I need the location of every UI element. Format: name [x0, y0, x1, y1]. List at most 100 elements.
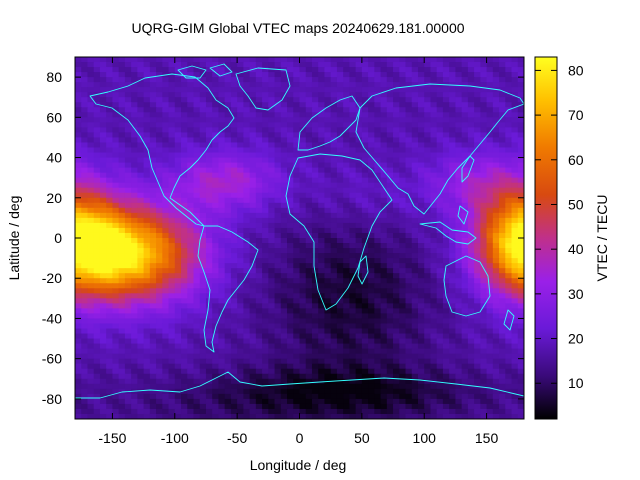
- heatmap-cell: [237, 243, 244, 249]
- heatmap-cell: [324, 102, 332, 108]
- heatmap-cell: [224, 172, 232, 179]
- heatmap-cell: [455, 97, 463, 103]
- heatmap-cell: [262, 318, 269, 325]
- heatmap-cell: [393, 263, 400, 269]
- heatmap-cell: [505, 298, 513, 304]
- heatmap-cell: [467, 97, 475, 103]
- heatmap-cell: [143, 192, 151, 199]
- heatmap-cell: [311, 147, 319, 154]
- heatmap-cell: [212, 398, 220, 405]
- heatmap-cell: [99, 132, 107, 139]
- heatmap-cell: [280, 243, 288, 249]
- heatmap-cell: [343, 378, 350, 385]
- heatmap-cell: [436, 238, 444, 244]
- heatmap-cell: [343, 368, 350, 375]
- heatmap-cell: [112, 127, 120, 134]
- heatmap-cell: [99, 378, 107, 385]
- heatmap-cell: [430, 263, 438, 269]
- heatmap-cell: [212, 373, 220, 380]
- heatmap-cell: [486, 363, 494, 370]
- heatmap-cell: [449, 343, 457, 350]
- heatmap-cell: [492, 368, 500, 375]
- heatmap-cell: [505, 227, 513, 234]
- heatmap-cell: [449, 217, 457, 224]
- heatmap-cell: [449, 182, 457, 189]
- heatmap-cell: [480, 313, 488, 320]
- heatmap-cell: [181, 368, 188, 375]
- heatmap-cell: [199, 253, 207, 259]
- heatmap-cell: [212, 192, 220, 199]
- heatmap-cell: [349, 388, 357, 395]
- heatmap-cell: [287, 383, 294, 390]
- heatmap-cell: [168, 378, 176, 385]
- heatmap-cell: [336, 388, 344, 395]
- heatmap-cell: [405, 72, 413, 78]
- heatmap-cell: [224, 403, 232, 410]
- heatmap-cell: [93, 77, 101, 83]
- heatmap-cell: [424, 253, 432, 259]
- heatmap-cell: [162, 308, 170, 315]
- heatmap-cell: [349, 92, 357, 98]
- heatmap-cell: [461, 348, 469, 355]
- heatmap-cell: [361, 87, 369, 93]
- heatmap-cell: [124, 313, 132, 320]
- heatmap-cell: [168, 288, 176, 294]
- heatmap-cell: [380, 177, 388, 184]
- heatmap-cell: [249, 162, 257, 169]
- heatmap-cell: [517, 167, 524, 174]
- heatmap-cell: [112, 338, 120, 345]
- heatmap-cell: [149, 177, 157, 184]
- heatmap-cell: [480, 318, 488, 325]
- heatmap-cell: [193, 373, 201, 380]
- heatmap-cell: [455, 187, 463, 194]
- heatmap-cell: [511, 102, 519, 108]
- heatmap-cell: [137, 273, 145, 279]
- heatmap-cell: [386, 227, 394, 234]
- heatmap-cell: [156, 243, 163, 249]
- heatmap-cell: [486, 393, 494, 400]
- heatmap-cell: [268, 222, 276, 229]
- heatmap-cell: [461, 268, 469, 274]
- heatmap-cell: [181, 268, 188, 274]
- heatmap-cell: [187, 192, 195, 199]
- heatmap-cell: [461, 232, 469, 239]
- heatmap-cell: [224, 253, 232, 259]
- heatmap-cell: [162, 232, 170, 239]
- heatmap-cell: [499, 323, 506, 330]
- heatmap-cell: [368, 202, 375, 209]
- heatmap-cell: [499, 353, 506, 360]
- heatmap-cell: [81, 378, 89, 385]
- heatmap-cell: [492, 172, 500, 179]
- heatmap-cell: [287, 217, 294, 224]
- heatmap-cell: [81, 187, 89, 194]
- heatmap-cell: [181, 147, 188, 154]
- heatmap-cell: [255, 147, 263, 154]
- heatmap-cell: [93, 343, 101, 350]
- heatmap-cell: [442, 207, 450, 214]
- heatmap-cell: [205, 263, 213, 269]
- heatmap-cell: [305, 152, 313, 159]
- heatmap-cell: [467, 268, 475, 274]
- heatmap-cell: [505, 57, 513, 63]
- heatmap-cell: [243, 87, 251, 93]
- heatmap-cell: [274, 222, 282, 229]
- heatmap-cell: [517, 227, 524, 234]
- heatmap-cell: [124, 177, 132, 184]
- heatmap-cell: [311, 308, 319, 315]
- heatmap-cell: [442, 122, 450, 128]
- heatmap-cell: [124, 67, 132, 73]
- heatmap-cell: [511, 217, 519, 224]
- heatmap-cell: [355, 137, 363, 144]
- heatmap-cell: [318, 283, 326, 289]
- heatmap-cell: [293, 328, 301, 335]
- heatmap-cell: [287, 77, 294, 83]
- heatmap-cell: [118, 258, 126, 264]
- heatmap-cell: [311, 57, 319, 63]
- heatmap-cell: [106, 308, 114, 315]
- heatmap-cell: [505, 152, 513, 159]
- heatmap-cell: [424, 212, 432, 219]
- heatmap-cell: [499, 162, 506, 169]
- heatmap-cell: [386, 378, 394, 385]
- heatmap-cell: [218, 162, 226, 169]
